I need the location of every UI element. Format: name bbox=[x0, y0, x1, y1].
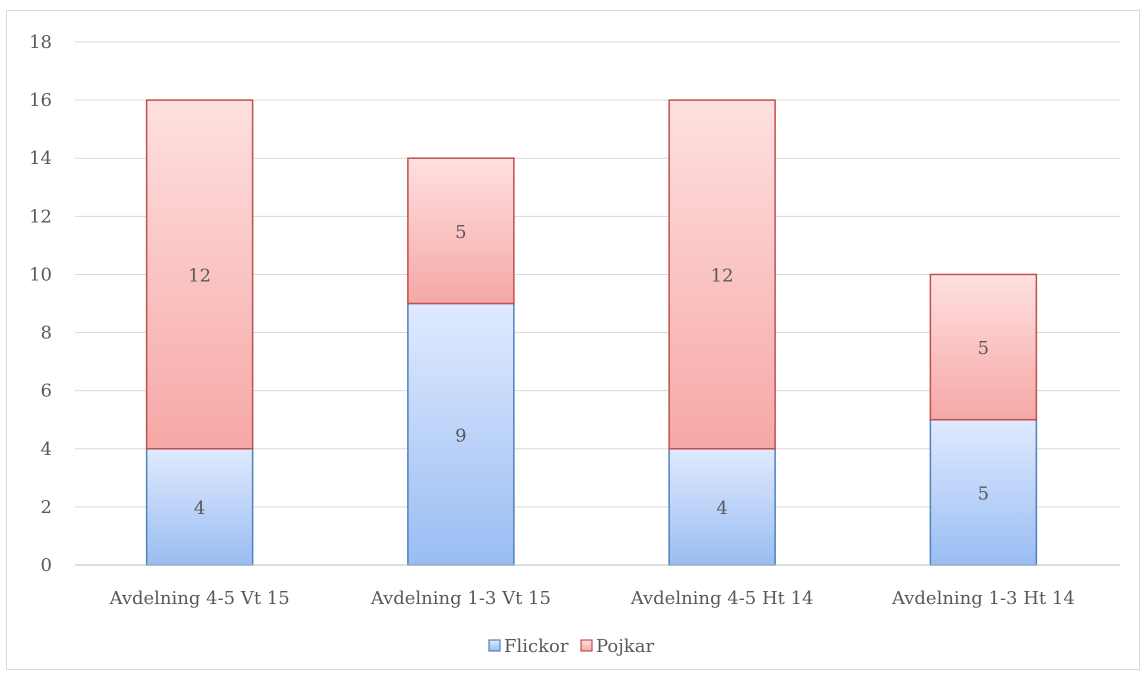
bar-segment-group: 12 bbox=[145, 99, 254, 450]
y-tick-label: 8 bbox=[41, 323, 52, 344]
data-label: 5 bbox=[978, 483, 989, 504]
legend: Flickor Pojkar bbox=[488, 636, 654, 657]
legend-swatch bbox=[488, 639, 501, 652]
bar-segment-group: 4 bbox=[668, 448, 776, 566]
data-label: 12 bbox=[188, 265, 211, 286]
legend-swatch bbox=[580, 639, 593, 652]
category-label: Avdelning 1-3 Ht 14 bbox=[891, 588, 1075, 609]
bar-segment-group: 9 bbox=[407, 302, 515, 566]
legend-label: Pojkar bbox=[596, 636, 654, 657]
category-label: Avdelning 1-3 Vt 15 bbox=[370, 588, 551, 609]
data-label: 4 bbox=[716, 498, 727, 519]
y-tick-label: 4 bbox=[41, 439, 52, 460]
data-label: 12 bbox=[711, 265, 734, 286]
chart-frame bbox=[6, 10, 1140, 670]
y-tick-label: 14 bbox=[29, 148, 52, 169]
bar-segment-group: 5 bbox=[929, 273, 1038, 421]
legend-item-pojkar: Pojkar bbox=[580, 636, 654, 657]
category-labels: Avdelning 4-5 Vt 15 Avdelning 1-3 Vt 15 Av… bbox=[109, 588, 1075, 609]
legend-item-flickor: Flickor bbox=[488, 636, 569, 657]
y-tick-label: 10 bbox=[29, 264, 52, 285]
y-axis-ticks: 0 2 4 6 8 10 12 14 16 18 bbox=[29, 32, 52, 576]
legend-label: Flickor bbox=[504, 636, 569, 657]
y-tick-label: 12 bbox=[29, 206, 52, 227]
data-label: 5 bbox=[455, 222, 466, 243]
bar-segment-group: 5 bbox=[407, 157, 515, 305]
y-tick-label: 2 bbox=[41, 497, 52, 518]
y-tick-label: 6 bbox=[41, 381, 52, 402]
category-label: Avdelning 4-5 Vt 15 bbox=[109, 588, 290, 609]
data-label: 9 bbox=[455, 425, 466, 446]
data-label: 4 bbox=[194, 498, 205, 519]
bar-pojkar bbox=[145, 99, 254, 450]
y-tick-label: 0 bbox=[41, 555, 52, 576]
bar-segment-group: 12 bbox=[668, 99, 776, 450]
y-tick-label: 18 bbox=[29, 32, 52, 53]
bars: 4 12 9 5 4 12 5 5 bbox=[145, 99, 1038, 566]
bar-flickor bbox=[407, 302, 515, 566]
bar-flickor bbox=[145, 448, 254, 566]
bar-pojkar bbox=[407, 157, 515, 305]
bar-flickor bbox=[668, 448, 776, 566]
data-label: 5 bbox=[978, 338, 989, 359]
bar-pojkar bbox=[668, 99, 776, 450]
bar-segment-group: 5 bbox=[929, 418, 1038, 566]
category-label: Avdelning 4-5 Ht 14 bbox=[630, 588, 814, 609]
bar-segment-group: 4 bbox=[145, 448, 254, 566]
bar-pojkar bbox=[929, 273, 1038, 421]
y-tick-label: 16 bbox=[29, 90, 52, 111]
